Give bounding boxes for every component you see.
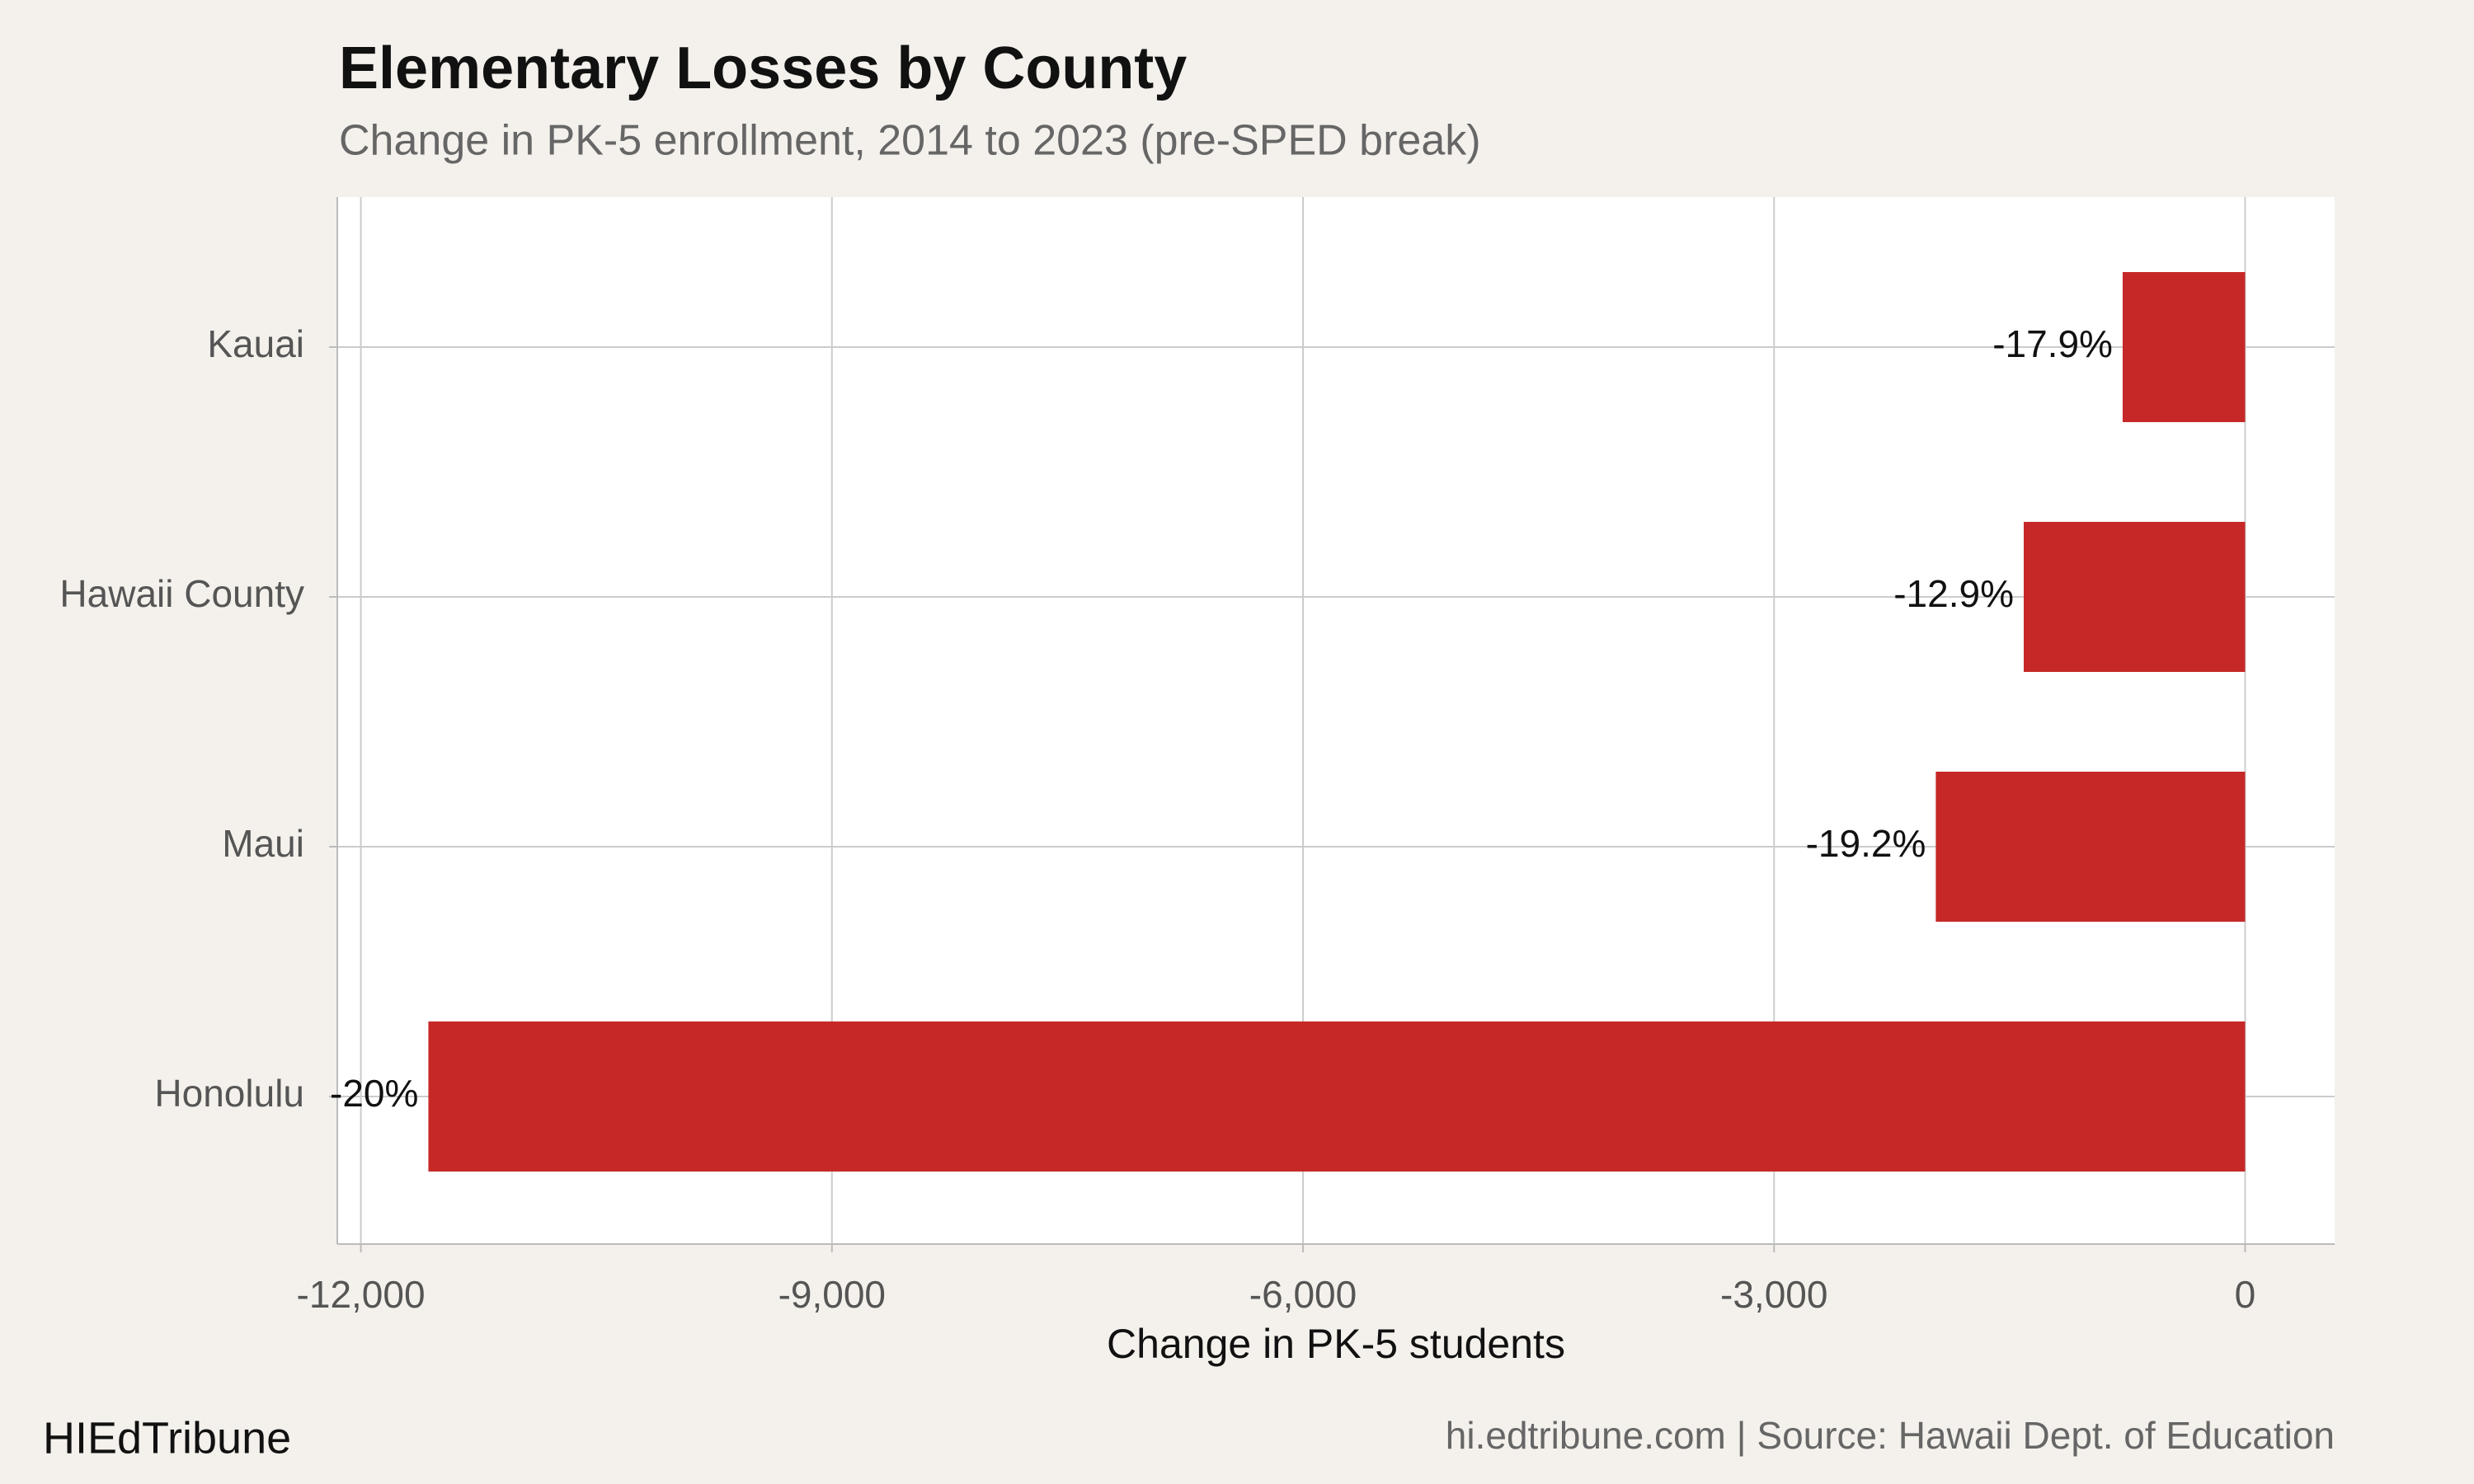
x-axis-label: Change in PK-5 students	[1107, 1321, 1565, 1367]
brand: HIEdTribune	[43, 1413, 291, 1463]
x-tick-label: 0	[2235, 1273, 2256, 1316]
chart-title: Elementary Losses by County	[339, 35, 1187, 101]
bar-label: -20%	[330, 1072, 418, 1115]
y-tick-label: Maui	[222, 822, 304, 865]
bar-label: -12.9%	[1893, 572, 2014, 615]
y-tick-label: Kauai	[207, 322, 304, 365]
bar-label: -19.2%	[1806, 822, 1926, 865]
bar	[2023, 522, 2246, 672]
bar	[1935, 772, 2246, 922]
y-tick-label: Hawaii County	[59, 572, 304, 615]
chart-subtitle: Change in PK-5 enrollment, 2014 to 2023 …	[339, 117, 1481, 165]
x-tick-label: -9,000	[778, 1273, 886, 1316]
bar-label: -17.9%	[1992, 322, 2113, 365]
y-tick-label: Honolulu	[154, 1072, 304, 1115]
x-tick-label: -6,000	[1249, 1273, 1357, 1316]
bar	[2122, 272, 2246, 422]
bar	[428, 1021, 2246, 1172]
x-tick-label: -3,000	[1720, 1273, 1827, 1316]
source-note: hi.edtribune.com | Source: Hawaii Dept. …	[1446, 1414, 2335, 1457]
x-tick-label: -12,000	[297, 1273, 426, 1316]
